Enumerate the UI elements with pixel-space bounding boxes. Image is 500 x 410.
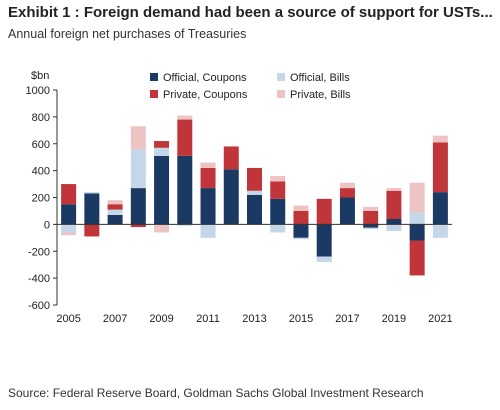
bar-segment [432,192,448,225]
bar-segment [154,224,170,233]
bar-segment [200,162,216,168]
x-tick-label: 2013 [242,313,266,325]
bar-segment [247,167,262,191]
y-tick-label: -200 [28,246,50,258]
bar-segment [432,224,448,238]
bar-segment [386,190,402,219]
y-tick-label: 800 [32,112,50,124]
legend-swatch [150,73,158,81]
x-tick-label: 2005 [56,313,80,325]
bar-segment [316,198,332,225]
x-tick-label: 2009 [149,313,173,325]
bar-segment [339,197,355,225]
bar-segment [270,181,286,199]
bar-segment [247,190,262,195]
bar-segment [409,240,425,276]
bar-segment [130,149,146,189]
bar-segment [409,224,425,241]
bar-segment [177,155,193,225]
y-tick-label: -600 [28,300,50,312]
bar-segment [270,198,286,225]
bar-segment [107,204,123,210]
bar-segment [107,214,123,225]
bar-segment [177,115,193,120]
legend-label: Private, Bills [290,89,351,101]
bar-segment [386,224,402,232]
bar-segment [432,142,448,193]
legend-swatch [277,90,285,98]
bar-segment [154,141,170,148]
y-tick-label: 400 [32,166,50,178]
x-tick-label: 2019 [382,313,406,325]
bar-segment [84,192,100,194]
bar-segment [223,146,239,170]
bar-segment [177,224,193,226]
x-tick-label: 2007 [103,313,127,325]
legend-label: Official, Bills [290,72,350,84]
bar-segment [363,206,379,211]
bar-segment [386,219,402,225]
x-tick-label: 2015 [289,313,313,325]
bar-segment [270,224,286,233]
y-tick-label: 200 [32,193,50,205]
bar-segment [130,126,146,150]
bar-segment [363,210,379,225]
bar-segment [177,119,193,156]
bar-segment [61,184,77,205]
y-unit-label: $bn [31,70,49,82]
x-tick-label: 2011 [196,313,220,325]
bar-segment [409,212,425,225]
bar-segment [200,224,216,238]
bar-segment [154,147,170,156]
bar-segment [200,167,216,189]
bar-segment [293,237,309,240]
bar-segment [386,188,402,191]
bar-segment [339,188,355,198]
bar-segment [130,224,146,228]
source-note: Source: Federal Reserve Board, Goldman S… [8,386,424,400]
bar-segment [432,135,448,143]
bar-segment [409,182,425,213]
y-tick-label: 0 [44,219,50,231]
y-tick-label: 1000 [26,85,50,97]
legend-swatch [150,90,158,98]
bar-segment [154,155,170,225]
bar-segment [293,210,309,225]
legend-label: Official, Coupons [163,72,247,84]
x-tick-label: 2021 [428,313,452,325]
bar-segment [107,209,123,215]
y-tick-label: 600 [32,139,50,151]
legend-label: Private, Coupons [163,89,248,101]
legend-swatch [277,73,285,81]
bar-segment [293,224,309,238]
bar-segment [200,188,216,225]
bar-segment [270,176,286,182]
bar-segment [223,169,239,225]
bar-segment [84,224,100,237]
bar-segment [247,194,262,225]
bar-segment [61,204,77,225]
bar-segment [61,232,77,236]
bar-segment [293,205,309,211]
chart-subtitle: Annual foreign net purchases of Treasuri… [8,27,247,41]
bar-segment [107,200,123,205]
bar-segment [363,227,379,230]
y-tick-label: -400 [28,273,50,285]
bar-segment [316,256,332,262]
bar-segment [130,188,146,225]
bar-segment [339,182,355,189]
x-tick-label: 2017 [335,313,359,325]
chart-title: Exhibit 1 : Foreign demand had been a so… [8,4,493,21]
bar-segment [363,224,379,228]
bar-segment [84,193,100,225]
bar-segment [61,224,77,233]
bar-segment [316,224,332,257]
